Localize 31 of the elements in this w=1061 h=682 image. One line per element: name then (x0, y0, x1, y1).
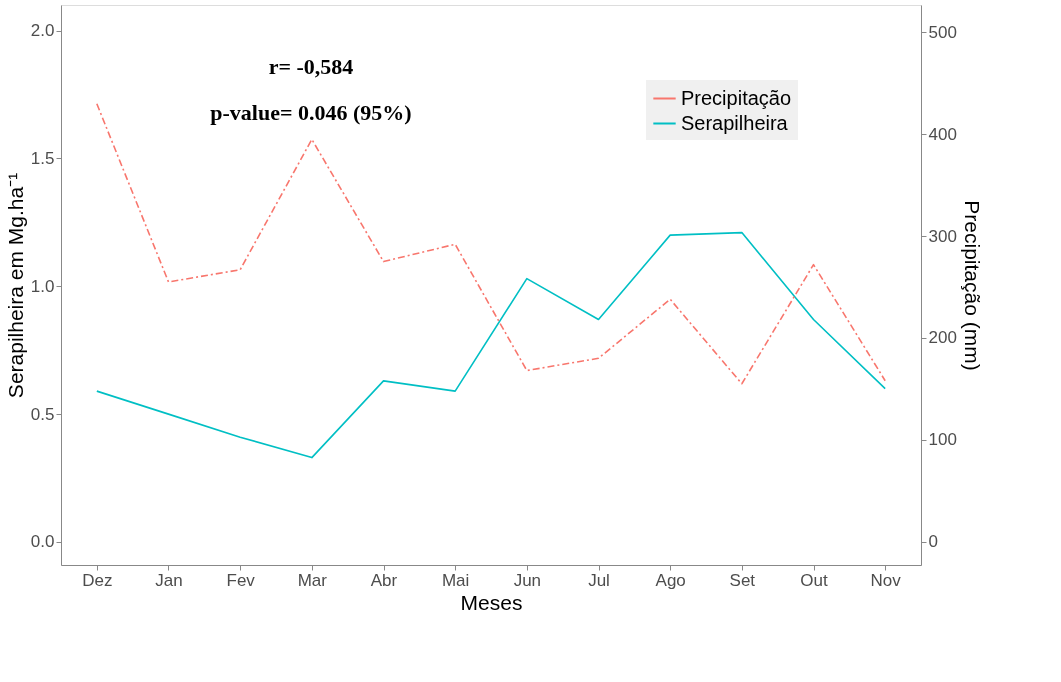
x-tick-label: Abr (370, 570, 398, 590)
x-tick-label: Dez (82, 570, 113, 590)
x-tick-label: Set (729, 570, 756, 590)
x-axis-title: Meses (460, 590, 523, 614)
y-tick-label: 1.5 (30, 148, 55, 168)
legend-label: Serapilheira (681, 111, 789, 134)
x-tick-label: Jun (513, 570, 542, 590)
x-tick-label: Out (800, 570, 828, 590)
y2-tick-label: 200 (928, 328, 957, 348)
x-tick-label: Mar (297, 570, 328, 590)
x-tick-label: Nov (870, 570, 902, 590)
y-tick-label: 0.5 (30, 404, 55, 424)
line-series (96, 231, 886, 459)
y2-tick-label: 400 (928, 124, 957, 144)
x-tick-label: Jan (155, 570, 183, 590)
x-tick-label: Jul (588, 570, 610, 590)
y-tick-label: 1.0 (30, 276, 55, 296)
annotation: p-value= 0.046 (95%) (210, 100, 412, 125)
y-axis-title: Serapilheira em Mg.ha⁻¹ (3, 172, 27, 399)
y2-tick-label: 500 (928, 22, 957, 42)
y-tick-label: 0.0 (30, 532, 55, 552)
y-tick-label: 2.0 (30, 21, 55, 41)
y2-axis-title: Precipitação (mm) (960, 200, 984, 371)
x-tick-label: Ago (655, 570, 686, 590)
x-tick-label: Mai (441, 570, 470, 590)
y2-tick-label: 100 (928, 430, 957, 450)
y2-tick-label: 0 (928, 532, 938, 552)
annotation: r= -0,584 (268, 54, 354, 79)
legend-label: Precipitação (681, 86, 792, 109)
x-tick-label: Fev (226, 570, 256, 590)
y2-tick-label: 300 (928, 226, 957, 246)
